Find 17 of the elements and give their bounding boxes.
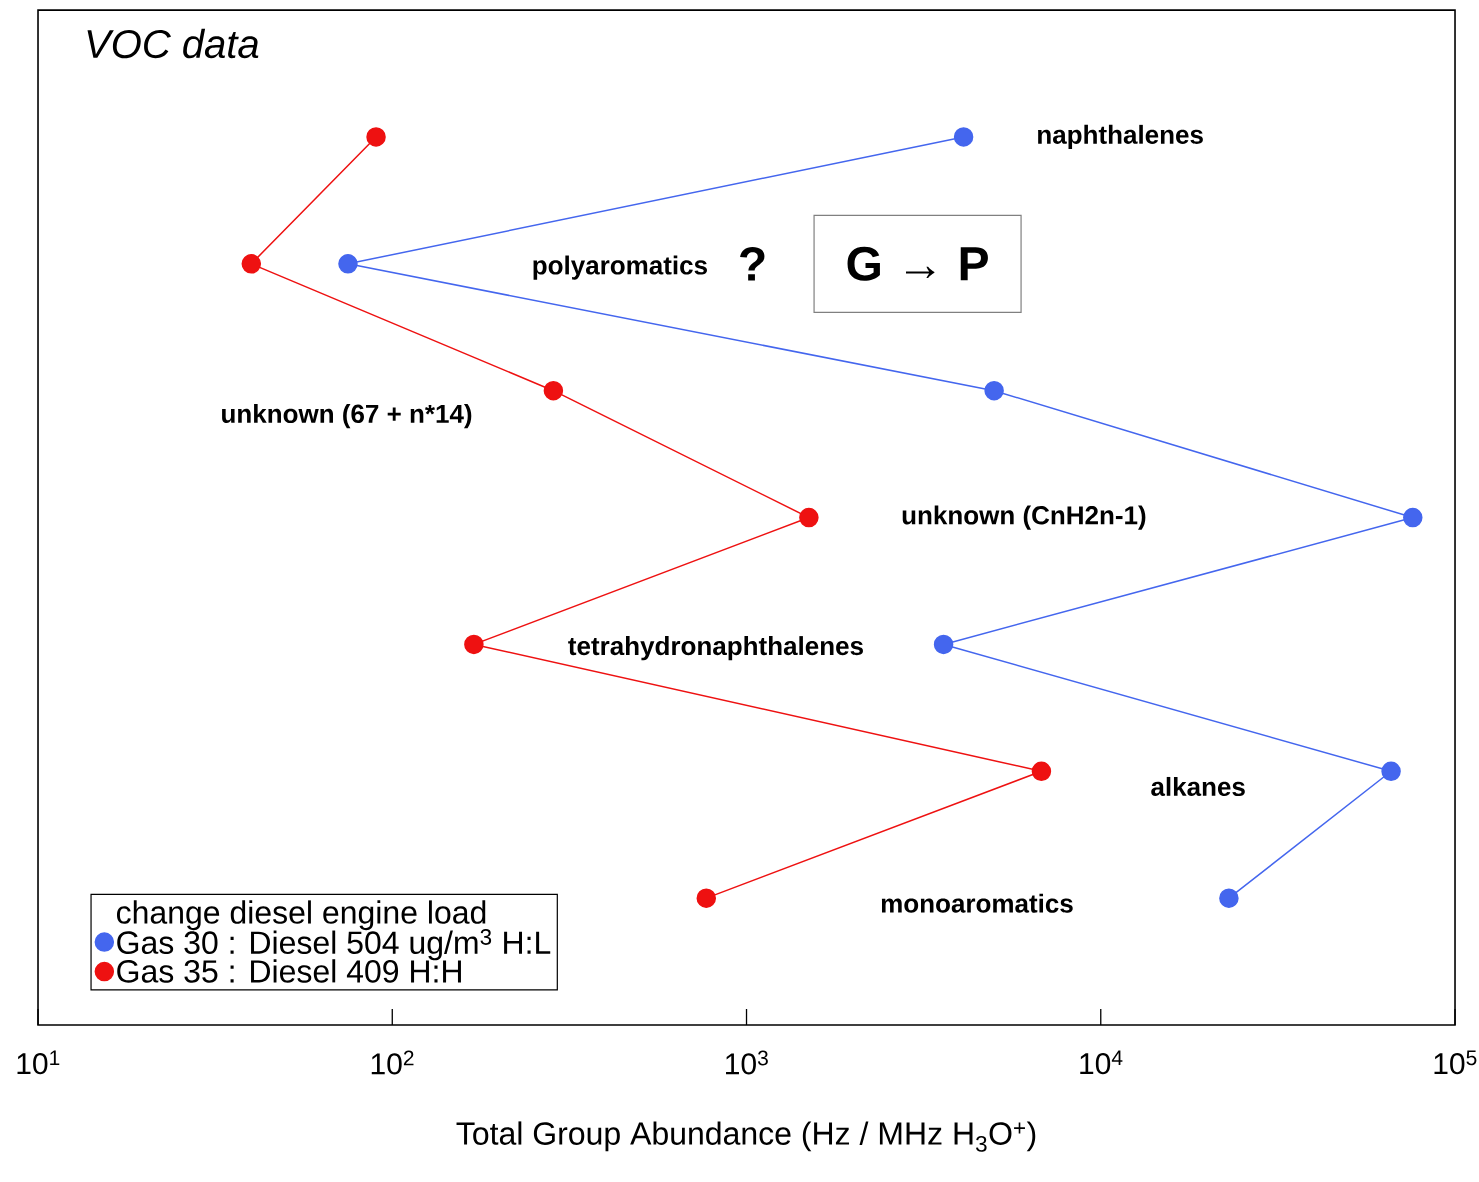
x-axis-title: Total Group Abundance (Hz / MHz H$_{3}$O$^{+}$): [456, 1121, 1036, 1152]
legend-label: Gas 35 : Diesel 409 H:H: [117, 959, 461, 983]
y-tick-label: unknown (67 + n*14): [222, 403, 472, 429]
y-tick-label: tetrahydronaphthalenes: [568, 636, 863, 661]
y-tick-label: monoaromatics: [881, 893, 1073, 913]
annotation: ?: [740, 247, 765, 281]
chart-title: VOC data: [87, 28, 259, 59]
y-tick-label: alkanes: [1151, 776, 1245, 797]
y-tick-label: naphthalenes: [1038, 124, 1203, 150]
y-tick-label: unknown (CnH2n-1): [902, 505, 1146, 530]
x-tick-label: 10$^{4}$: [1080, 1050, 1123, 1075]
y-tick-label: polyaromatics: [533, 255, 707, 280]
x-tick-label: 10$^{1}$: [17, 1050, 60, 1075]
x-tick-label: 10$^{2}$: [371, 1050, 414, 1075]
annotation: G → P: [847, 246, 988, 281]
x-tick-label: 10$^{3}$: [726, 1050, 768, 1075]
x-tick-label: 10$^{5}$: [1434, 1050, 1477, 1075]
